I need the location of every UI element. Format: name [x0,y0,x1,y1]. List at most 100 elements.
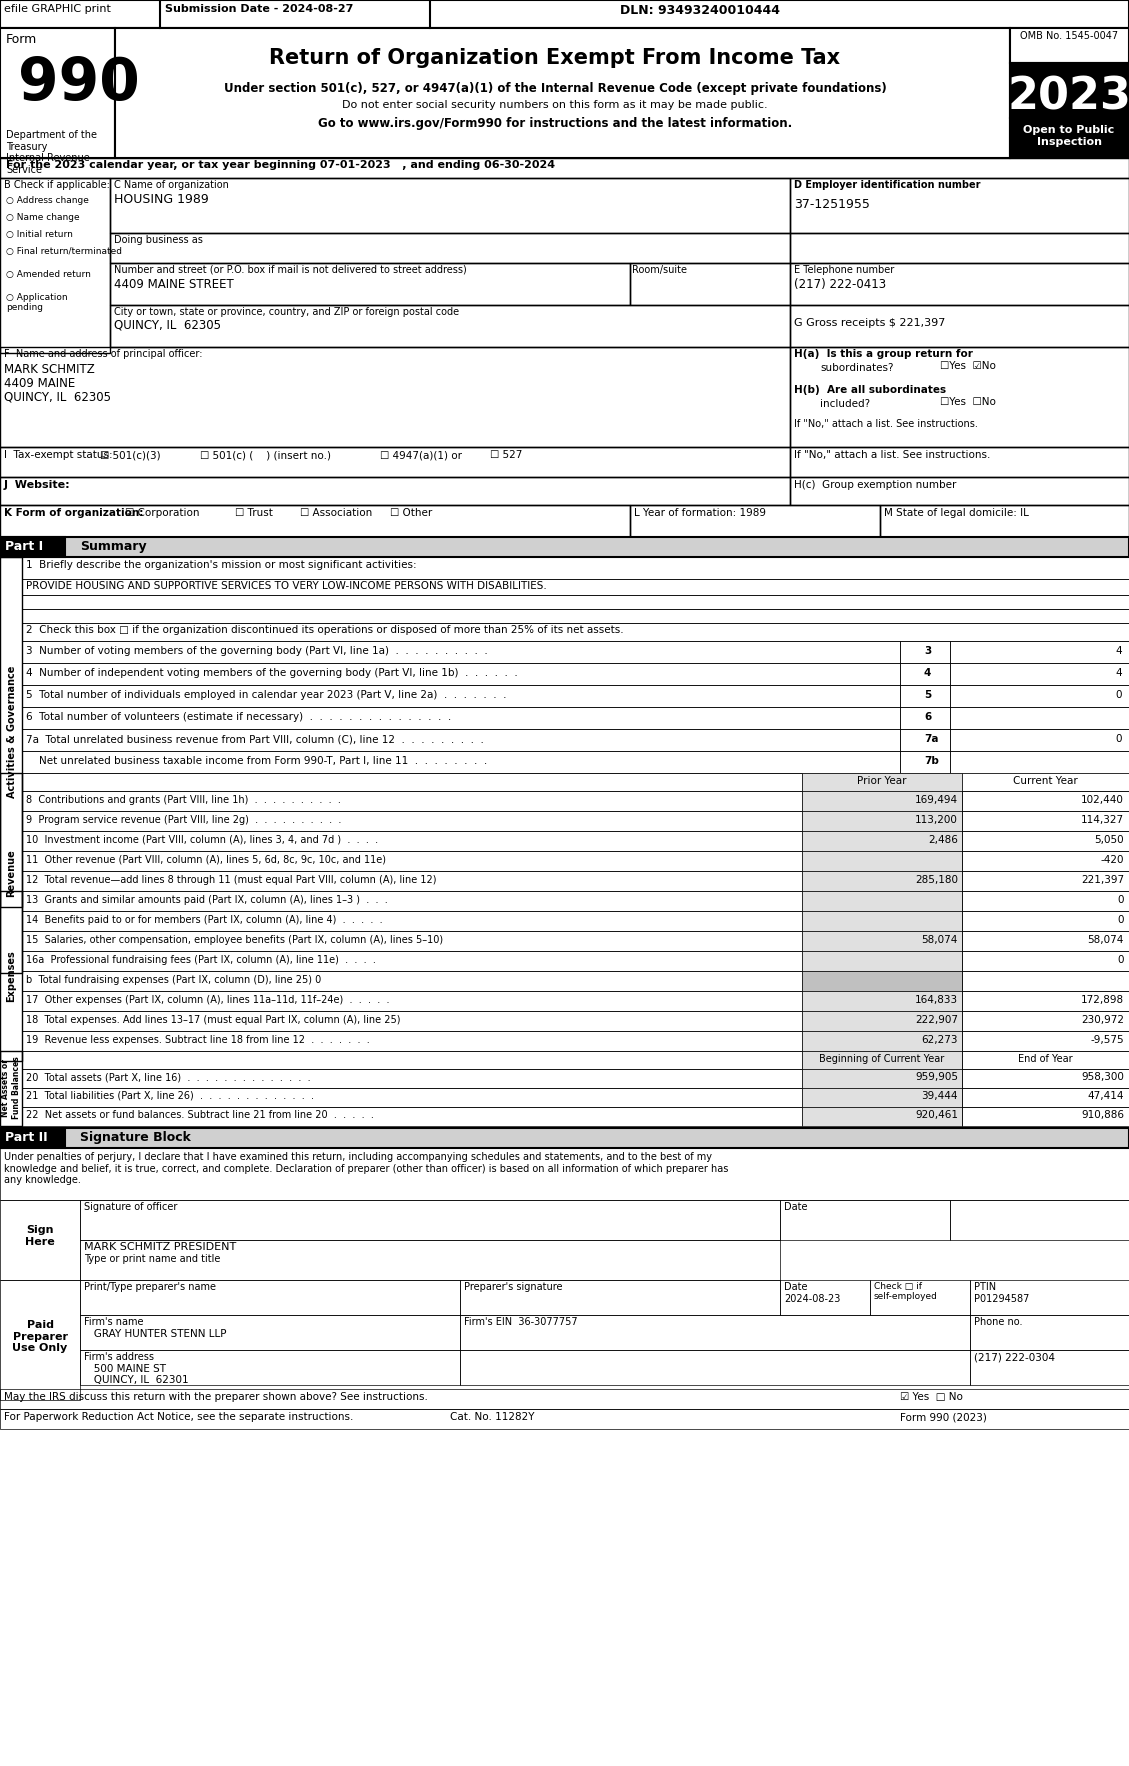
Bar [900,685,949,706]
Text: ○ Name change: ○ Name change [6,214,80,223]
Bar [21,579,1129,595]
Text: If "No," attach a list. See instructions.: If "No," attach a list. See instructions… [794,419,978,429]
Text: 1  Briefly describe the organization's mission or most significant activities:: 1 Briefly describe the organization's mi… [26,560,417,570]
Bar [962,832,1129,851]
Bar [962,952,1129,971]
Bar [630,505,879,537]
Bar [949,1201,1129,1240]
Bar [21,1010,802,1031]
Bar [962,811,1129,832]
Bar [21,871,802,892]
Bar [962,971,1129,991]
Bar [802,774,962,791]
Bar [802,971,962,991]
Text: 62,273: 62,273 [921,1035,959,1045]
Text: -420: -420 [1101,855,1124,865]
Bar [0,157,1129,178]
Bar [802,791,962,811]
Text: 958,300: 958,300 [1082,1072,1124,1083]
Bar [21,892,802,911]
Bar [0,537,1129,556]
Text: L Year of formation: 1989: L Year of formation: 1989 [634,509,765,517]
Bar [870,1280,970,1316]
Text: For the 2023 calendar year, or tax year beginning 07-01-2023   , and ending 06-3: For the 2023 calendar year, or tax year … [6,161,555,170]
Bar [110,263,630,306]
Bar [110,306,790,346]
Bar [802,851,962,871]
Bar [0,1148,1129,1201]
Text: ☑ Yes  □ No: ☑ Yes □ No [900,1392,963,1402]
Text: 7a  Total unrelated business revenue from Part VIII, column (C), line 12  .  .  : 7a Total unrelated business revenue from… [26,735,484,743]
Text: Under section 501(c), 527, or 4947(a)(1) of the Internal Revenue Code (except pr: Under section 501(c), 527, or 4947(a)(1)… [224,81,886,95]
Bar [0,1128,65,1148]
Text: C Name of organization: C Name of organization [114,180,229,191]
Bar [900,662,949,685]
Text: 4: 4 [1115,646,1122,655]
Text: QUINCY, IL  62301: QUINCY, IL 62301 [84,1376,189,1385]
Text: MARK SCHMITZ: MARK SCHMITZ [5,364,95,376]
Bar [949,641,1129,662]
Bar [962,991,1129,1010]
Text: 17  Other expenses (Part IX, column (A), lines 11a–11d, 11f–24e)  .  .  .  .  .: 17 Other expenses (Part IX, column (A), … [26,994,390,1005]
Text: Prior Year: Prior Year [857,775,907,786]
Text: Number and street (or P.O. box if mail is not delivered to street address): Number and street (or P.O. box if mail i… [114,265,466,275]
Bar [80,1349,460,1385]
Bar [802,1010,962,1031]
Text: PTIN: PTIN [974,1282,996,1293]
Text: M State of legal domicile: IL: M State of legal domicile: IL [884,509,1029,517]
Bar [970,1316,1129,1349]
Text: End of Year: End of Year [1017,1054,1073,1063]
Text: 37-1251955: 37-1251955 [794,198,869,210]
Bar [21,729,900,751]
Bar [790,233,1129,263]
Bar [962,1051,1129,1068]
Text: 11  Other revenue (Part VIII, column (A), lines 5, 6d, 8c, 9c, 10c, and 11e): 11 Other revenue (Part VIII, column (A),… [26,855,386,865]
Text: Net unrelated business taxable income from Form 990-T, Part I, line 11  .  .  . : Net unrelated business taxable income fr… [26,756,488,766]
Text: May the IRS discuss this return with the preparer shown above? See instructions.: May the IRS discuss this return with the… [5,1392,428,1402]
Bar [21,1031,802,1051]
Bar [780,1280,870,1316]
Text: Summary: Summary [80,540,147,553]
Bar [0,556,21,908]
Text: ☐Yes  ☑No: ☐Yes ☑No [940,360,996,371]
Bar [21,952,802,971]
Text: 7a: 7a [924,735,938,743]
Bar [21,623,1129,641]
Bar [802,832,962,851]
Bar [21,662,900,685]
Text: 4409 MAINE: 4409 MAINE [5,376,76,390]
Text: Form: Form [6,34,37,46]
Text: 9  Program service revenue (Part VIII, line 2g)  .  .  .  .  .  .  .  .  .  .: 9 Program service revenue (Part VIII, li… [26,814,341,825]
Bar [0,346,790,447]
Text: 0: 0 [1118,895,1124,904]
Text: 5,050: 5,050 [1094,835,1124,844]
Text: 5: 5 [924,691,931,699]
Text: 230,972: 230,972 [1080,1015,1124,1024]
Bar [0,892,21,1061]
Bar [962,791,1129,811]
Text: 959,905: 959,905 [914,1072,959,1083]
Text: 4  Number of independent voting members of the governing body (Part VI, line 1b): 4 Number of independent voting members o… [26,668,518,678]
Text: D Employer identification number: D Employer identification number [794,180,980,191]
Text: QUINCY, IL  62305: QUINCY, IL 62305 [5,390,111,404]
Bar [790,178,1129,233]
Bar [949,729,1129,751]
Text: Net Assets or
Fund Balances: Net Assets or Fund Balances [1,1056,20,1120]
Bar [802,991,962,1010]
Text: Firm's name: Firm's name [84,1317,143,1326]
Text: Part I: Part I [5,540,43,553]
Text: 0: 0 [1115,735,1122,743]
Bar [962,1088,1129,1107]
Bar [21,774,802,791]
Bar [802,1107,962,1127]
Bar [962,1031,1129,1051]
Text: GRAY HUNTER STENN LLP: GRAY HUNTER STENN LLP [84,1330,227,1339]
Text: ☐ 527: ☐ 527 [490,450,523,459]
Bar [802,1051,962,1068]
Bar [962,1010,1129,1031]
Text: Part II: Part II [5,1130,47,1144]
Text: 285,180: 285,180 [914,874,959,885]
Text: Department of the
Treasury
Internal Revenue
Service: Department of the Treasury Internal Reve… [6,131,97,175]
Text: 2024-08-23: 2024-08-23 [784,1294,840,1303]
Text: 6  Total number of volunteers (estimate if necessary)  .  .  .  .  .  .  .  .  .: 6 Total number of volunteers (estimate i… [26,712,452,722]
